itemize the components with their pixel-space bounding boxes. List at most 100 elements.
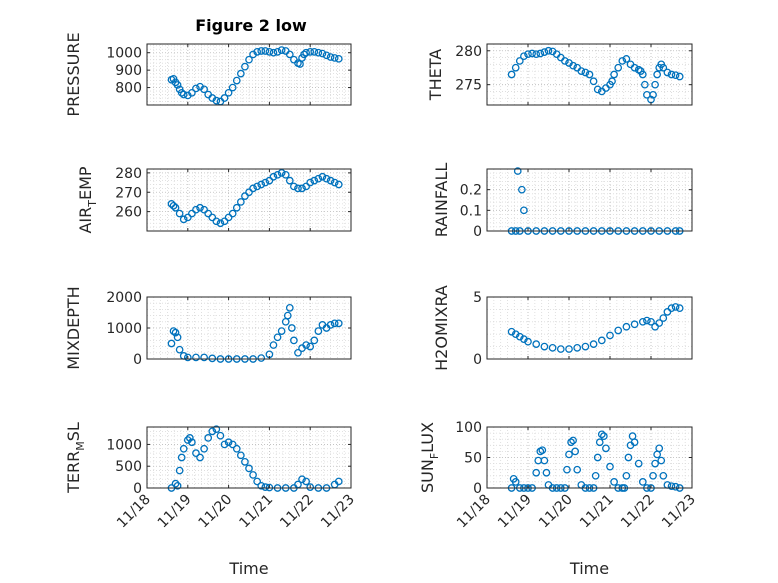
data-point <box>524 50 532 59</box>
data-point <box>173 333 182 342</box>
y-tick-label: 1000 <box>106 437 142 453</box>
data-point <box>515 57 524 65</box>
data-point <box>200 205 208 214</box>
data-point <box>326 53 335 61</box>
y-tick-label: 280 <box>115 166 142 182</box>
data-point <box>671 71 680 80</box>
y-tick-label: 0.1 <box>460 203 482 219</box>
subplot-rainfall: 0 0.1 0.2 RAINFALL <box>432 163 693 240</box>
data-point <box>657 456 666 465</box>
data-point <box>177 453 186 462</box>
data-point <box>257 47 266 55</box>
data-point <box>595 438 604 447</box>
data-point <box>569 436 577 445</box>
data-point <box>300 50 308 59</box>
data-point <box>663 68 672 77</box>
data-point <box>220 94 229 102</box>
data-point <box>573 465 582 474</box>
data-point <box>220 440 229 449</box>
axes-box <box>146 43 352 106</box>
data-point <box>667 482 676 491</box>
data-point <box>565 345 573 353</box>
data-point <box>188 209 196 218</box>
y-tick-label: 100 <box>455 420 482 436</box>
figure-title: Figure 2 low <box>195 16 307 35</box>
data-point <box>532 50 541 59</box>
data-point <box>236 69 245 78</box>
data-point <box>634 459 643 468</box>
data-point <box>175 466 184 475</box>
data-point <box>253 182 262 191</box>
subplot-h2omixra: 0 5 H2OMIXRA <box>432 285 693 371</box>
data-point <box>622 322 631 331</box>
data-point <box>171 479 180 488</box>
data-point <box>517 185 526 194</box>
data-point <box>245 188 253 197</box>
data-point <box>520 206 528 215</box>
data-point <box>236 451 245 460</box>
y-tick-label: 0 <box>473 224 482 240</box>
data-point <box>173 81 182 89</box>
axes-box <box>146 168 352 232</box>
data-point <box>285 303 294 312</box>
data-point <box>581 342 590 351</box>
data-point <box>306 47 315 56</box>
data-point <box>281 170 290 179</box>
y-tick-label: 0 <box>473 481 482 497</box>
data-point <box>273 170 282 179</box>
data-point <box>224 213 233 222</box>
data-point <box>653 70 662 79</box>
data-point <box>334 54 343 63</box>
data-point <box>567 438 575 447</box>
data-point <box>536 49 545 58</box>
y-axis-label: MIXDEPTH <box>64 286 83 369</box>
data-point <box>655 319 664 327</box>
data-point <box>277 46 286 54</box>
data-point <box>212 96 221 105</box>
y-tick-label: 0.2 <box>460 183 482 199</box>
data-point <box>224 88 233 97</box>
data-point <box>577 67 586 75</box>
data-point <box>192 205 200 214</box>
data-point <box>167 200 176 208</box>
data-point <box>200 353 208 362</box>
data-point <box>638 70 647 79</box>
data-point <box>232 76 241 85</box>
data-point <box>196 453 204 462</box>
data-point <box>606 462 614 471</box>
data-point <box>593 85 602 94</box>
data-point <box>257 481 266 490</box>
y-tick-label: 900 <box>115 63 142 79</box>
data-point <box>196 203 204 212</box>
data-point <box>257 180 266 189</box>
data-point <box>507 70 516 79</box>
y-tick-label: 1000 <box>106 321 142 337</box>
data-point <box>302 48 310 57</box>
data-point <box>277 169 286 177</box>
data-point <box>261 483 270 491</box>
data-point <box>306 483 315 491</box>
data-point <box>326 321 335 329</box>
data-point <box>581 68 590 77</box>
subplot-air-temp: 260 270 280 AIRTEMP <box>76 166 352 234</box>
data-point <box>208 427 217 436</box>
data-point <box>659 471 668 480</box>
data-point <box>630 438 639 447</box>
data-point <box>302 182 310 191</box>
data-point <box>659 314 668 322</box>
y-tick-label: 0 <box>133 481 142 497</box>
data-point <box>606 331 614 340</box>
data-point <box>614 63 623 72</box>
data-point <box>310 47 319 56</box>
data-point <box>585 70 594 79</box>
subplot-theta: 275 280 THETA <box>426 43 693 106</box>
data-point <box>265 176 274 185</box>
data-point <box>220 217 229 226</box>
data-point <box>330 319 339 328</box>
data-point <box>565 450 573 459</box>
data-point <box>192 353 200 362</box>
data-point <box>183 353 192 362</box>
data-point <box>524 337 532 346</box>
